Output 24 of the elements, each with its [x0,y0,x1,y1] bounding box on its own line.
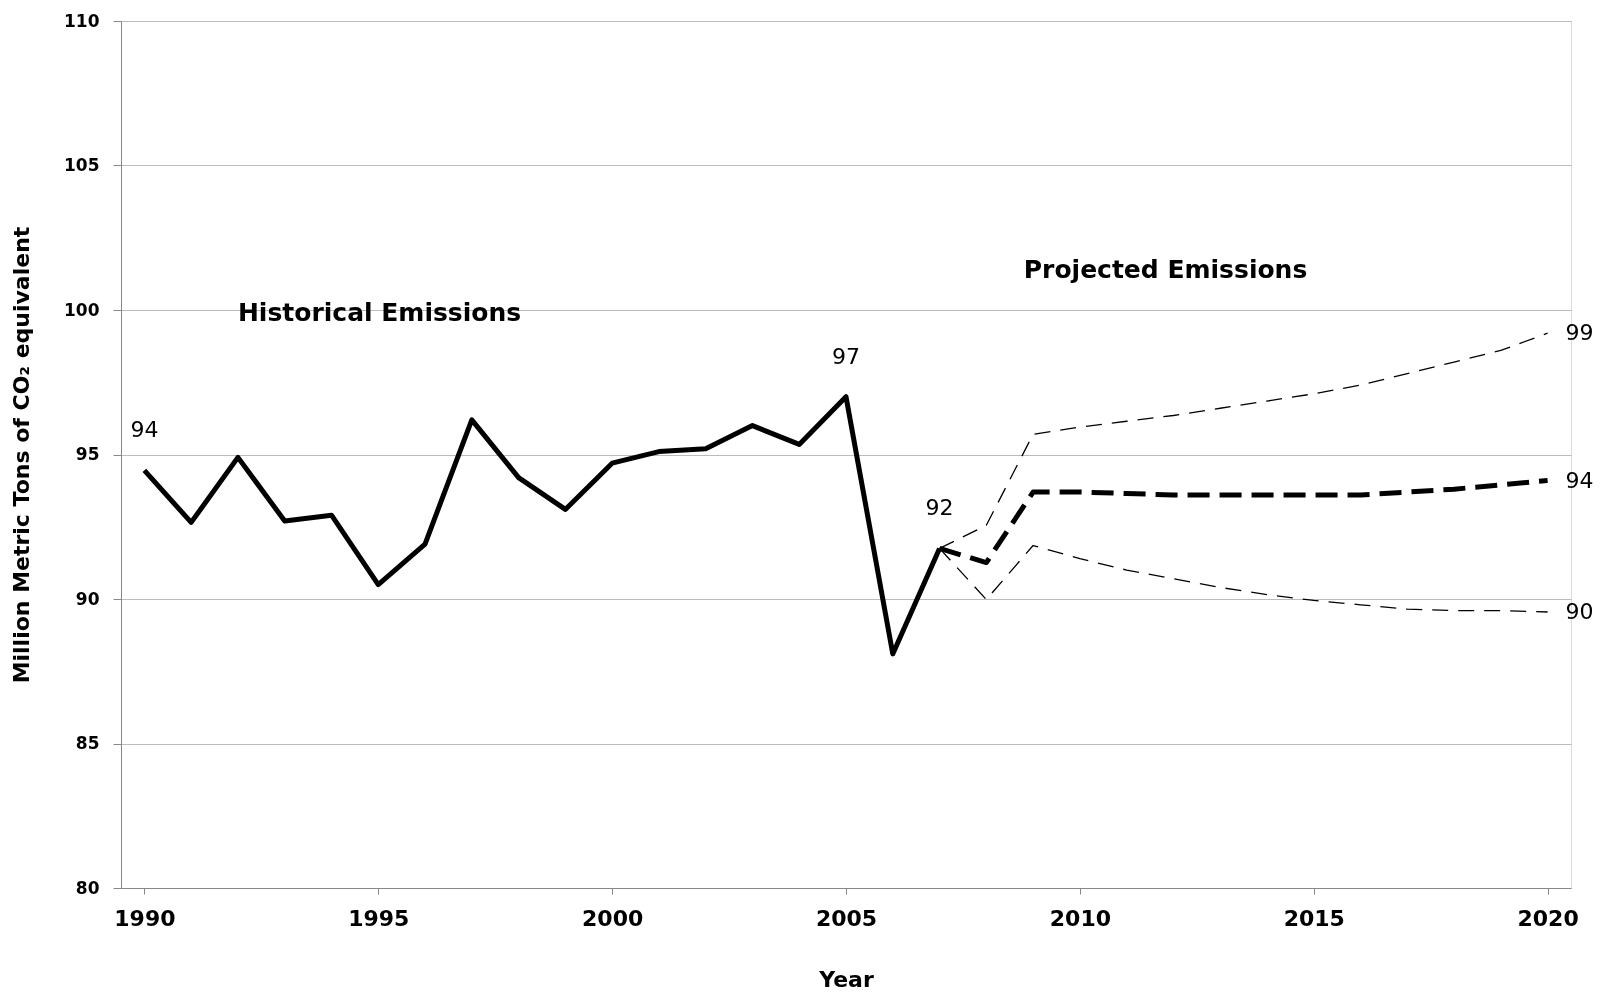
y-tick-label: 90 [75,588,100,609]
x-tick-label: 2015 [1283,905,1345,931]
annotation: 99 [1565,320,1594,346]
annotation: 94 [130,417,159,443]
annotation: Projected Emissions [1023,254,1308,284]
annotation: 90 [1565,599,1594,625]
y-tick-label: 105 [64,155,100,175]
annotation: 94 [1565,467,1594,493]
x-tick-label: 2010 [1049,905,1111,931]
y-tick-label: 110 [64,10,100,31]
y-tick-label: 85 [75,733,100,753]
y-tick-label: 100 [64,299,100,320]
y-axis-title: Million Metric Tons of CO₂ equivalent [9,226,35,684]
x-tick-label: 1990 [114,905,176,931]
x-tick-label: 2000 [582,905,644,931]
x-axis-title: Year [818,966,874,992]
y-tick-label: 95 [75,444,100,464]
x-tick-label: 2005 [815,905,878,931]
y-tick-label: 80 [75,877,100,898]
annotation: 97 [832,343,860,369]
x-tick-label: 2020 [1517,905,1579,931]
annotation: Historical Emissions [237,297,522,327]
x-tick-label: 1995 [348,905,410,931]
annotation: 92 [925,495,954,521]
